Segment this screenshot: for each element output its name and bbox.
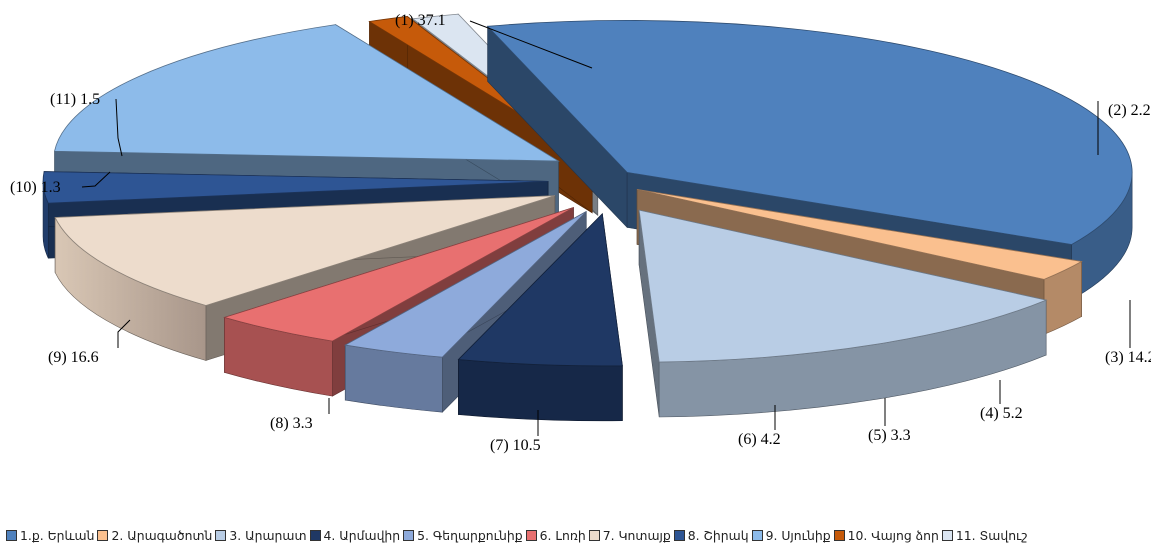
legend-item-10: 10. Վայոց ձոր (833, 528, 939, 543)
leader-line-11 (115, 98, 123, 157)
legend-swatch (588, 530, 600, 541)
data-label-1: (1) 37.1 (395, 12, 446, 29)
legend-swatch (97, 530, 109, 541)
leader-line-10 (81, 171, 111, 188)
pie-slice-3 (638, 209, 1048, 418)
data-label-2: (2) 2.2 (1108, 102, 1151, 119)
legend-item-3: 3. Արարատ (215, 528, 307, 543)
data-label-6: (6) 4.2 (738, 431, 781, 448)
data-label-7: (7) 10.5 (490, 437, 541, 454)
data-label-4: (4) 5.2 (980, 405, 1023, 422)
legend-label: 5. Գեղարքունիք (417, 528, 523, 543)
legend-swatch (833, 530, 845, 541)
data-label-5: (5) 3.3 (868, 427, 911, 444)
legend-label: 9. Սյունիք (765, 528, 831, 543)
legend-item-4: 4. Արմավիր (309, 528, 401, 543)
legend-item-6: 6. Լոռի (525, 528, 586, 543)
pie-chart: (1) 37.1 (2) 2.2 (3) 14.2 (4) 5.2 (5) 3.3 (6)… (10, 12, 1151, 454)
data-label-9: (9) 16.6 (48, 349, 99, 366)
legend-swatch (751, 530, 763, 541)
legend-swatch (215, 530, 227, 541)
legend-swatch (525, 530, 537, 541)
data-label-11: (11) 1.5 (50, 91, 100, 108)
legend-swatch (6, 530, 17, 541)
data-label-10: (10) 1.3 (10, 179, 61, 196)
legend-label: 11. Տավուշ (955, 528, 1028, 543)
legend-label: 7. Կոտայք (602, 528, 671, 543)
leader-line-9 (117, 319, 131, 348)
legend-item-2: 2. Արագածոտն (97, 528, 212, 543)
legend-swatch (403, 530, 415, 541)
legend-item-7: 7. Կոտայք (588, 528, 671, 543)
legend-item-1: 1.ք. Երևան (6, 528, 94, 543)
legend-label: 2. Արագածոտն (111, 528, 213, 543)
data-label-8: (8) 3.3 (270, 415, 313, 432)
legend-label: 10. Վայոց ձոր (847, 528, 939, 543)
legend-label: 3. Արարատ (229, 528, 307, 543)
legend-item-5: 5. Գեղարքունիք (403, 528, 523, 543)
data-label-3: (3) 14.2 (1105, 349, 1151, 366)
legend-label: 8. Շիրակ (687, 528, 749, 543)
legend-item-8: 8. Շիրակ (673, 528, 749, 543)
leader-line-1 (469, 20, 593, 69)
legend-swatch (941, 530, 953, 541)
legend-swatch (309, 530, 321, 541)
legend-label: 1.ք. Երևան (20, 528, 95, 543)
legend-item-11: 11. Տավուշ (941, 528, 1028, 543)
legend-label: 4. Արմավիր (323, 528, 401, 543)
legend-item-9: 9. Սյունիք (751, 528, 831, 543)
pie-slice-4 (457, 212, 623, 422)
legend-swatch (673, 530, 685, 541)
legend-label: 6. Լոռի (539, 528, 586, 543)
legend: 1.ք. Երևան 2. Արագածոտն 3. Արարատ 4. Արմավի… (6, 528, 1151, 550)
